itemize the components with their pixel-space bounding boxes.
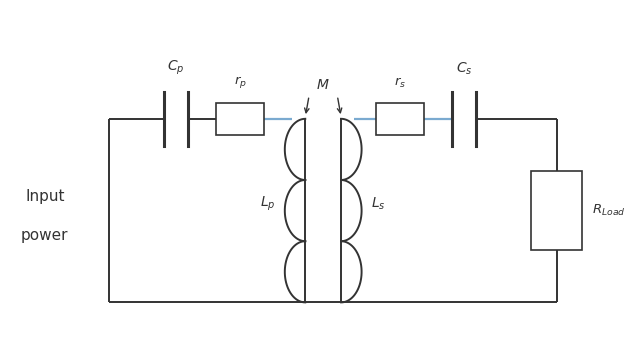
Text: $C_s$: $C_s$	[456, 61, 472, 77]
Text: $L_p$: $L_p$	[260, 194, 275, 212]
Bar	[216, 103, 264, 135]
Text: $L_s$: $L_s$	[371, 195, 386, 212]
Text: $r_p$: $r_p$	[234, 74, 246, 90]
Text: $M$: $M$	[316, 78, 330, 92]
Text: $r_s$: $r_s$	[394, 76, 406, 90]
Text: Input: Input	[25, 189, 65, 204]
Text: $R_{Load}$: $R_{Load}$	[592, 203, 626, 218]
Bar	[531, 171, 582, 250]
Text: $C_p$: $C_p$	[167, 59, 185, 77]
Bar	[376, 103, 424, 135]
Text: power: power	[21, 228, 68, 243]
